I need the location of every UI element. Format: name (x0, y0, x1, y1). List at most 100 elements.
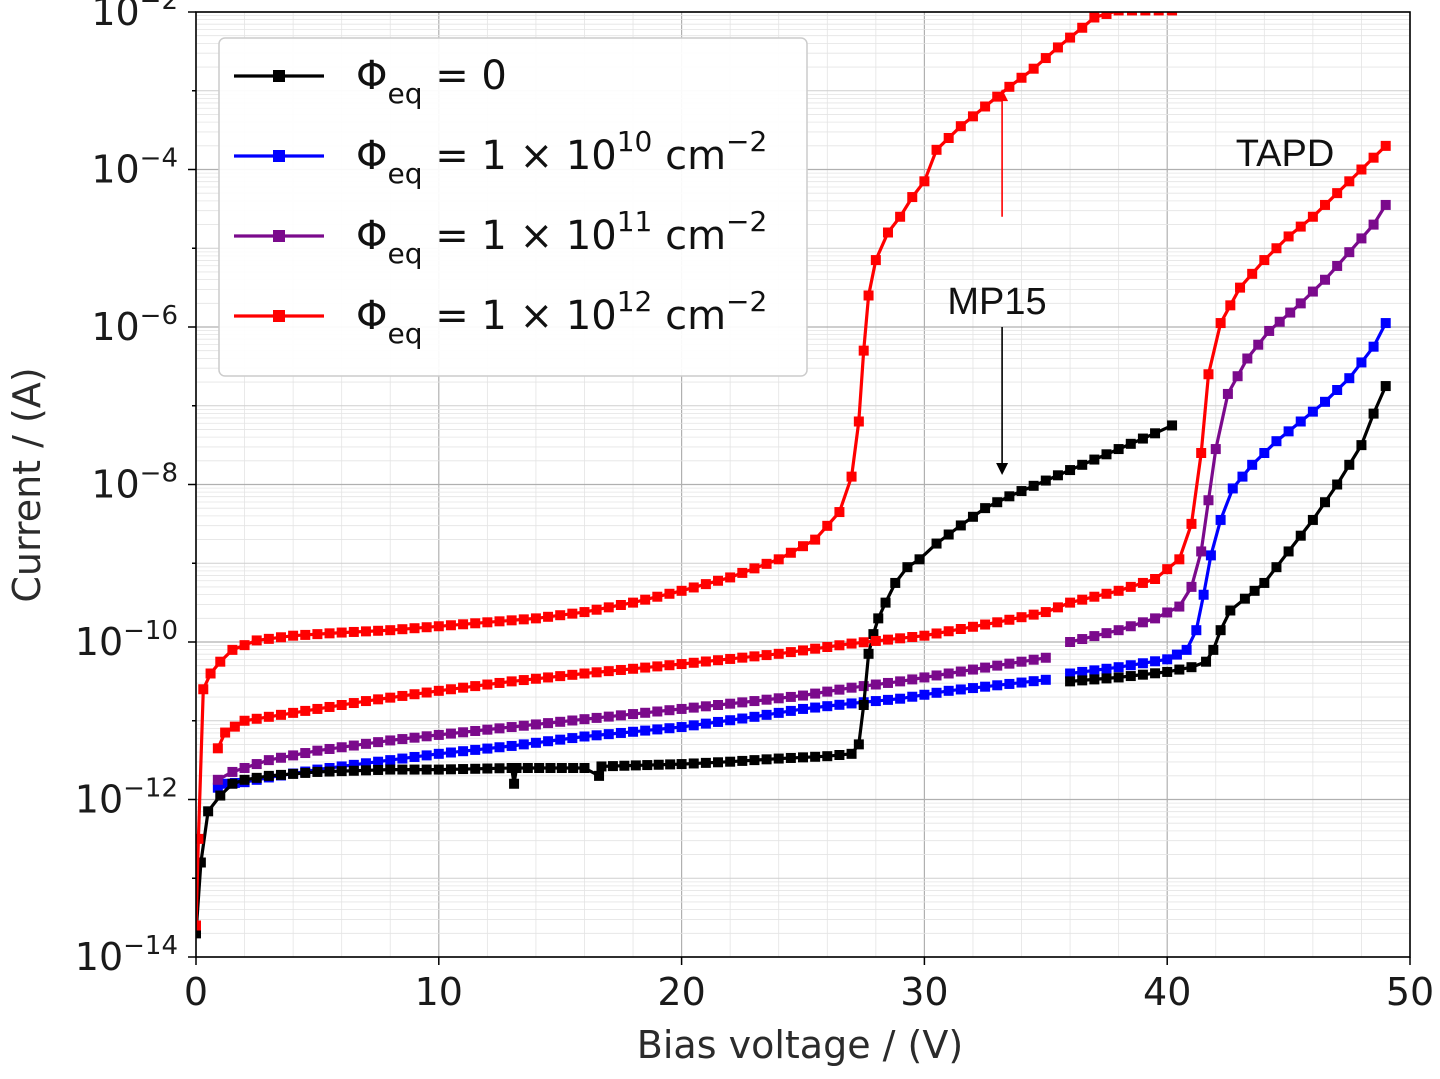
series-marker (725, 756, 736, 767)
series-marker (494, 723, 505, 734)
series-marker (530, 613, 541, 624)
series-marker (1274, 316, 1285, 327)
annotation-arrow-head (996, 89, 1009, 102)
series-marker (1113, 585, 1124, 596)
series-marker (263, 770, 274, 781)
series-marker (1344, 247, 1355, 258)
series-marker (749, 563, 760, 574)
series-marker (1162, 666, 1173, 677)
series-marker (980, 681, 991, 692)
series-marker (1040, 53, 1051, 64)
y-tick-label: 10−12 (75, 774, 178, 822)
series-marker (227, 644, 238, 655)
series-marker (239, 640, 250, 651)
series-marker (556, 763, 567, 773)
series-marker (239, 715, 250, 726)
series-marker (1368, 152, 1379, 163)
series-marker (518, 675, 529, 686)
series-marker (397, 734, 408, 745)
series-marker (992, 91, 1003, 102)
series-marker (652, 724, 663, 735)
series-marker (1140, 12, 1151, 16)
series-marker (568, 763, 579, 773)
series-marker (579, 731, 590, 742)
series-marker (640, 662, 651, 673)
series-marker (943, 685, 954, 696)
series-marker (1150, 574, 1161, 584)
series-marker (700, 718, 711, 729)
legend-marker (273, 150, 285, 162)
series-marker (300, 629, 311, 640)
y-tick-exponent: −4 (140, 144, 178, 174)
series-marker (1186, 581, 1197, 592)
series-marker (919, 672, 930, 683)
legend-label-sub: eq (387, 317, 422, 350)
legend-label-sym: Φ (356, 293, 387, 339)
series-tapd-1 (1065, 381, 1391, 687)
series-marker (198, 684, 209, 695)
series-marker (579, 668, 590, 679)
series-marker (470, 763, 481, 774)
annotation-arrows (996, 89, 1009, 476)
series-marker (1004, 614, 1015, 625)
series-marker (1065, 465, 1076, 476)
series-marker (640, 725, 651, 736)
series-marker (914, 554, 925, 565)
series-marker (1126, 12, 1137, 16)
series-marker (785, 691, 796, 702)
series-marker (1101, 588, 1112, 599)
series-marker (1227, 483, 1238, 494)
series-marker (737, 713, 748, 724)
series-marker (1247, 459, 1258, 470)
series-marker (725, 653, 736, 664)
series-marker (688, 758, 699, 769)
series-marker (494, 616, 505, 627)
series-marker (628, 597, 639, 608)
series-marker (1368, 341, 1379, 352)
series-marker (196, 833, 204, 844)
y-tick-exponent: −12 (123, 774, 178, 804)
series-marker (868, 629, 879, 640)
y-tick-base: 10 (91, 0, 139, 34)
series-marker (433, 764, 444, 775)
series-marker (1016, 677, 1027, 688)
series-marker (275, 752, 286, 763)
y-tick-exponent: −2 (140, 0, 178, 16)
series-marker (1028, 654, 1039, 665)
y-tick-label: 10−6 (91, 301, 178, 349)
series-marker (482, 763, 493, 774)
legend-label-unit-sup: −2 (726, 125, 767, 158)
series-marker (1113, 12, 1124, 16)
legend-label-sup: 12 (617, 285, 653, 318)
series-marker (1065, 597, 1076, 608)
series-marker (1332, 260, 1343, 271)
series-marker (980, 619, 991, 630)
series-marker (1271, 562, 1282, 573)
series-marker (1077, 594, 1088, 605)
legend-label: Φeq = 1 × 1010 cm−2 (356, 125, 767, 190)
series-marker (603, 666, 614, 677)
series-marker (1089, 454, 1100, 465)
series-marker (785, 705, 796, 716)
series-marker (348, 698, 359, 709)
series-marker (870, 679, 881, 690)
series-marker (873, 613, 884, 624)
series-marker (882, 227, 893, 238)
series-marker (1283, 231, 1294, 242)
series-marker (1004, 678, 1015, 689)
series-marker (628, 726, 639, 737)
series-marker (522, 763, 533, 773)
series-marker (1344, 459, 1355, 470)
series-marker (1113, 625, 1124, 636)
series-marker (980, 503, 991, 514)
x-tick-label: 40 (1143, 970, 1191, 1014)
series-marker (882, 634, 893, 645)
series-marker (482, 724, 493, 735)
x-axis-label: Bias voltage / (V) (637, 1023, 963, 1067)
series-marker (863, 648, 874, 659)
series-marker (798, 752, 808, 763)
series-marker (543, 672, 554, 683)
series-marker (919, 630, 930, 641)
series-marker (360, 626, 371, 637)
series-marker (773, 648, 784, 659)
